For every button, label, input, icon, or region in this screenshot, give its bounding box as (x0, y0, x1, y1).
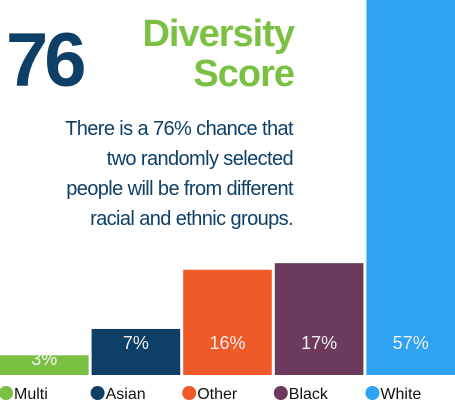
value-label: 3% (31, 349, 57, 369)
value-label: 57% (393, 333, 429, 353)
legend-label: Multi (14, 386, 48, 403)
legend-dot (365, 386, 380, 400)
description-line: people will be from different (66, 178, 294, 200)
bar (0, 355, 89, 375)
legend-label: Asian (106, 386, 146, 403)
value-label: 16% (209, 333, 245, 353)
value-label: 17% (301, 333, 337, 353)
score: 76 (6, 18, 84, 103)
legend-dot (273, 386, 288, 400)
legend-label: White (380, 386, 421, 403)
value-label: 7% (123, 333, 149, 353)
legend-dot (90, 386, 105, 400)
title-line: Diversity (142, 13, 294, 55)
description-line: racial and ethnic groups. (90, 208, 293, 230)
description-line: two randomly selected (107, 148, 293, 170)
bar (274, 263, 364, 375)
legend-label: Other (197, 386, 238, 403)
description-line: There is a 76% chance that (65, 118, 294, 140)
legend-dot (0, 386, 13, 400)
title-line: Score (193, 53, 294, 95)
bar (91, 328, 181, 375)
bar (183, 269, 272, 375)
bar (366, 0, 455, 375)
legend-label: Black (289, 386, 329, 403)
legend-dot (182, 386, 197, 400)
